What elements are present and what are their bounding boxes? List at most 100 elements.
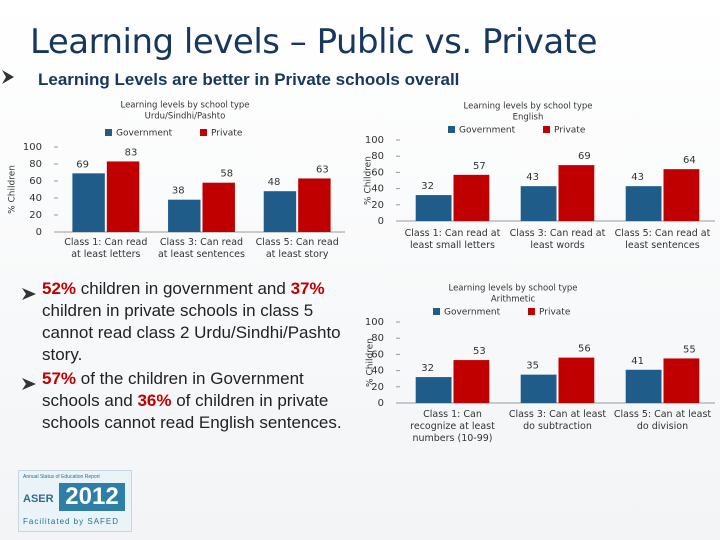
arrow-icon bbox=[22, 288, 36, 300]
y-tick-label: 100 bbox=[365, 135, 384, 146]
bar bbox=[415, 377, 452, 403]
logo-line: Annual Status of Education Report bbox=[23, 474, 100, 480]
bullet: 57% of the children in Government school… bbox=[22, 368, 352, 434]
legend-swatch bbox=[200, 129, 207, 136]
bullet-arrow bbox=[22, 374, 36, 396]
slide-subtitle: Learning Levels are better in Private sc… bbox=[38, 70, 460, 89]
data-label: 53 bbox=[473, 346, 486, 357]
y-tick-label: 20 bbox=[371, 382, 384, 393]
bar bbox=[298, 178, 331, 232]
legend-label: Government bbox=[459, 126, 516, 136]
bar bbox=[558, 357, 595, 403]
bar bbox=[663, 358, 700, 403]
x-tick-label: Class 1: Can read at least small letters bbox=[404, 228, 501, 251]
bullet-text: 36% bbox=[137, 391, 172, 410]
bullet-text: 57% bbox=[42, 369, 77, 388]
y-tick-label: 20 bbox=[371, 200, 384, 211]
y-tick-label: 20 bbox=[29, 210, 42, 221]
bullet-text: children in government and bbox=[76, 279, 291, 298]
chart-title: Learning levels by school type bbox=[120, 101, 249, 111]
data-label: 43 bbox=[631, 172, 644, 183]
data-label: 83 bbox=[125, 147, 138, 158]
slide-title: Learning levels – Public vs. Private bbox=[30, 22, 598, 62]
data-label: 32 bbox=[421, 181, 434, 192]
data-label: 41 bbox=[631, 356, 644, 367]
y-axis-label: % Children bbox=[364, 156, 374, 205]
legend-label: Private bbox=[539, 308, 571, 318]
legend-swatch bbox=[528, 308, 535, 315]
legend-swatch bbox=[433, 308, 440, 315]
arrow-icon bbox=[22, 378, 36, 390]
bar bbox=[263, 191, 297, 232]
bullet-arrow bbox=[2, 70, 14, 84]
bar bbox=[520, 186, 557, 221]
y-tick-label: 100 bbox=[365, 317, 384, 328]
chart-subtitle: English bbox=[513, 113, 544, 123]
y-tick-label: 0 bbox=[378, 398, 384, 409]
y-tick-label: 40 bbox=[371, 184, 384, 195]
bar bbox=[453, 360, 490, 403]
data-label: 69 bbox=[76, 159, 89, 170]
y-tick-label: 100 bbox=[23, 142, 42, 153]
chart-subtitle: Arithmetic bbox=[491, 295, 536, 305]
chart-subtitle: Urdu/Sindhi/Pashto bbox=[145, 112, 226, 122]
x-tick-label: Class 1: Can recognize at least numbers … bbox=[410, 409, 495, 444]
y-tick-label: 60 bbox=[371, 167, 384, 178]
bullet-list: 52% children in government and 37% child… bbox=[22, 278, 352, 434]
legend-swatch bbox=[105, 129, 112, 136]
data-label: 58 bbox=[220, 169, 233, 180]
logo-name: ASER bbox=[23, 493, 54, 505]
data-label: 32 bbox=[421, 363, 434, 374]
bullet: 52% children in government and 37% child… bbox=[22, 278, 352, 366]
chart-title: Learning levels by school type bbox=[463, 102, 592, 112]
bar bbox=[168, 199, 201, 232]
bar bbox=[625, 186, 662, 221]
data-label: 55 bbox=[683, 344, 696, 355]
data-label: 63 bbox=[316, 164, 329, 175]
bar bbox=[625, 369, 662, 403]
data-label: 43 bbox=[526, 172, 539, 183]
x-tick-label: Class 3: Can read at least sentences bbox=[157, 237, 245, 260]
x-tick-label: Class 5: Can read at least sentences bbox=[614, 228, 711, 251]
aser-logo: Annual Status of Education Report ASER 2… bbox=[18, 470, 132, 532]
y-tick-label: 60 bbox=[371, 349, 384, 360]
y-tick-label: 40 bbox=[29, 193, 42, 204]
data-label: 38 bbox=[172, 186, 185, 197]
y-tick-label: 80 bbox=[29, 159, 42, 170]
data-label: 69 bbox=[578, 151, 591, 162]
bar bbox=[453, 174, 490, 221]
bar bbox=[558, 165, 595, 221]
data-label: 57 bbox=[473, 161, 486, 172]
y-tick-label: 0 bbox=[378, 216, 384, 227]
bar bbox=[202, 182, 235, 232]
y-axis-label: % Children bbox=[8, 165, 18, 214]
bullet-text: of the children in Government schools an… bbox=[42, 369, 304, 410]
data-label: 64 bbox=[683, 155, 696, 166]
bar bbox=[520, 374, 557, 403]
x-tick-label: Class 1: Can read at least letters bbox=[64, 237, 148, 260]
bullet-arrow bbox=[22, 284, 36, 306]
bar bbox=[72, 173, 105, 232]
legend-swatch bbox=[543, 126, 550, 133]
legend-label: Government bbox=[444, 308, 501, 318]
x-tick-label: Class 3: Can read at least words bbox=[509, 228, 606, 251]
bullet-text: 52% bbox=[42, 279, 77, 298]
y-tick-label: 0 bbox=[36, 227, 42, 238]
x-tick-label: Class 5: Can at least do division bbox=[613, 409, 712, 432]
logo-year: 2012 bbox=[59, 483, 125, 511]
data-label: 35 bbox=[526, 361, 539, 372]
y-tick-label: 40 bbox=[371, 366, 384, 377]
y-tick-label: 60 bbox=[29, 176, 42, 187]
bullet-text: children in private schools in class 5 c… bbox=[42, 301, 341, 364]
bar bbox=[663, 169, 700, 221]
logo-footer: Facilitated by SAFED bbox=[23, 517, 120, 526]
y-tick-label: 80 bbox=[371, 151, 384, 162]
data-label: 56 bbox=[578, 344, 591, 355]
bullet-text: 37% bbox=[290, 279, 325, 298]
bar bbox=[106, 161, 140, 232]
bar bbox=[415, 195, 452, 221]
legend-label: Government bbox=[116, 129, 173, 139]
y-axis-label: % Children bbox=[366, 338, 376, 387]
